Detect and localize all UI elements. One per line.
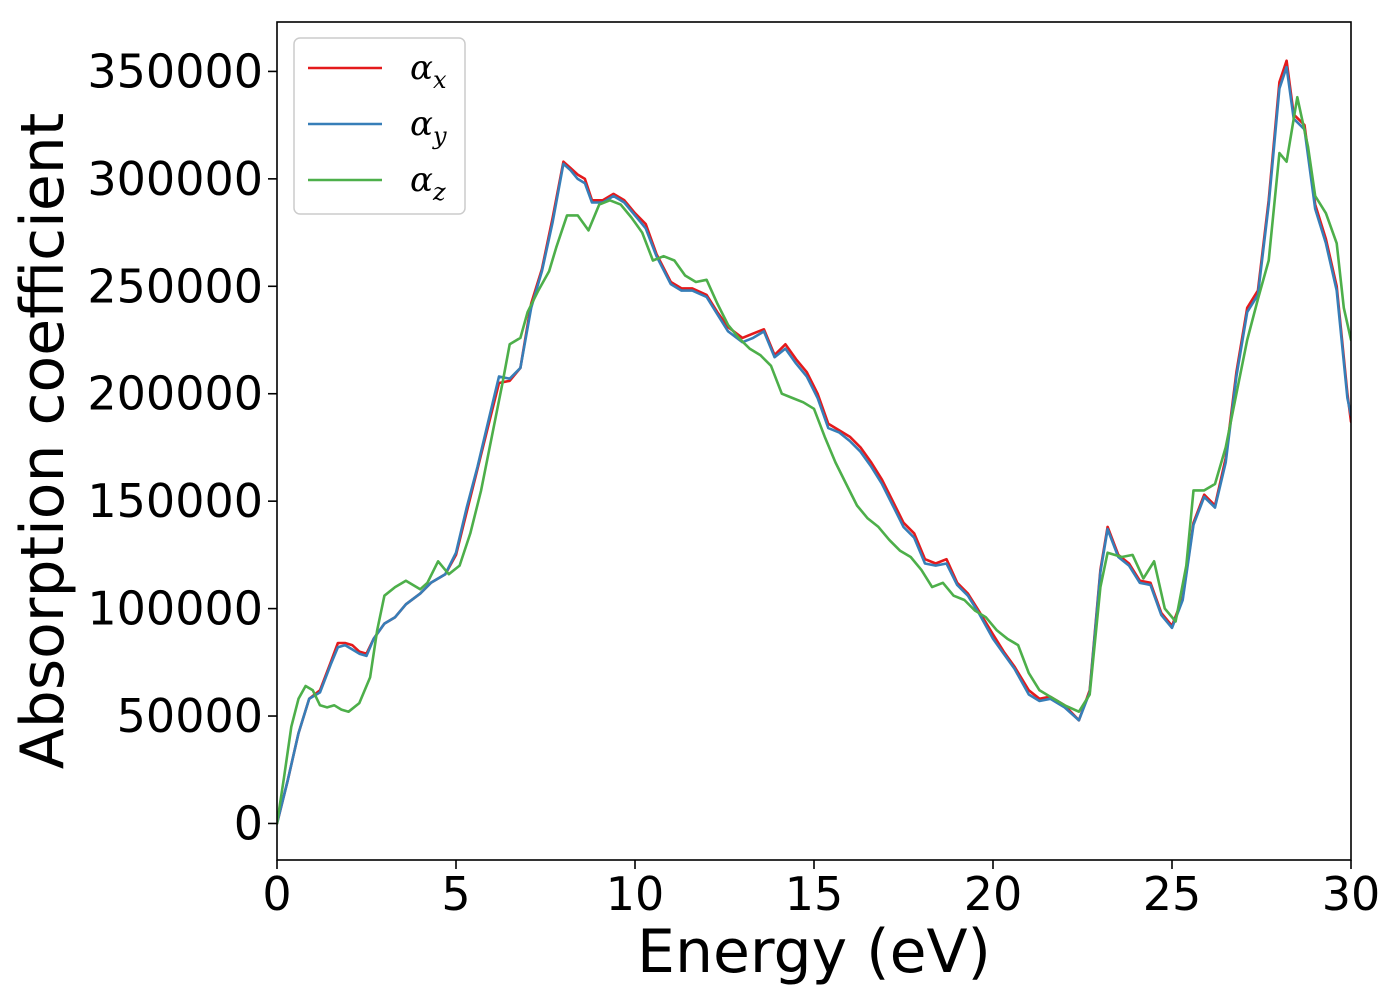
y-axis-title: Absorption coefficient — [8, 113, 78, 770]
y-tick-label: 100000 — [87, 582, 263, 636]
lines-layer — [277, 59, 1351, 825]
x-tick-label: 20 — [964, 867, 1023, 921]
series-line-z — [277, 95, 1351, 825]
x-tick-label: 0 — [262, 867, 291, 921]
y-tick-label: 300000 — [87, 152, 263, 206]
x-tick-label: 15 — [785, 867, 844, 921]
y-tick-label: 200000 — [87, 367, 263, 421]
y-axis: 0 50000 100000 150000 200000 250000 300000 3500… — [87, 44, 277, 850]
x-tick-label: 5 — [441, 867, 470, 921]
legend: αx αy αz — [293, 37, 466, 215]
x-axis: 0 5 10 15 20 25 30 — [262, 860, 1380, 921]
x-tick-label: 10 — [606, 867, 665, 921]
y-tick-label: 0 — [234, 796, 263, 850]
x-tick-label: 30 — [1322, 867, 1381, 921]
y-tick-label: 50000 — [117, 689, 263, 743]
y-tick-label: 250000 — [87, 259, 263, 313]
legend-label-x: αx — [410, 48, 447, 94]
x-tick-label: 25 — [1143, 867, 1202, 921]
legend-label-y: αy — [410, 104, 447, 150]
legend-label-z: αz — [410, 160, 446, 206]
legend-box — [293, 37, 466, 215]
x-axis-title: Energy (eV) — [637, 917, 991, 987]
y-tick-label: 350000 — [87, 44, 263, 98]
y-tick-label: 150000 — [87, 474, 263, 528]
series-line-y — [277, 65, 1351, 825]
